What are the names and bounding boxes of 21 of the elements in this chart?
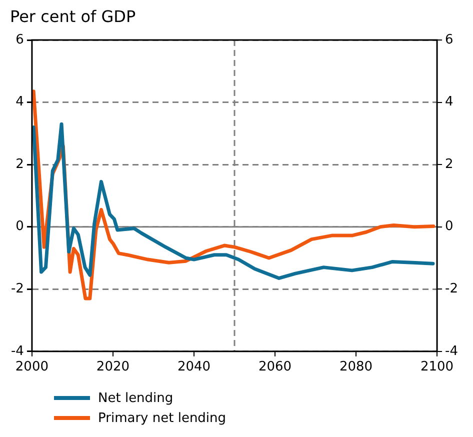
x-tick-label: 2100 <box>420 360 454 375</box>
legend-label: Net lending <box>98 390 174 406</box>
x-tick-label: 2020 <box>96 360 130 375</box>
y-tick-label: -4 <box>445 344 458 359</box>
chart-title: Per cent of GDP <box>10 7 136 26</box>
legend-label: Primary net lending <box>98 410 226 426</box>
y2-tick-label: 2 <box>16 156 24 172</box>
y2-tick-label: 6 <box>16 32 24 48</box>
y-tick-label: 2 <box>445 156 454 172</box>
y2-tick-label: 0 <box>16 219 24 234</box>
x-tick-label: 2000 <box>15 360 49 375</box>
y2-tick-label: -2 <box>10 281 24 296</box>
y2-tick-label: -4 <box>10 344 24 359</box>
y2-tick-label: 4 <box>16 94 24 110</box>
y-tick-label: 6 <box>445 32 454 48</box>
x-tick-label: 2080 <box>339 360 373 375</box>
x-tick-label: 2060 <box>258 360 292 375</box>
y-tick-label: 0 <box>445 219 454 234</box>
x-tick-label: 2040 <box>177 360 211 375</box>
y-tick-label: 4 <box>445 94 454 110</box>
y-tick-label: -2 <box>445 281 458 296</box>
